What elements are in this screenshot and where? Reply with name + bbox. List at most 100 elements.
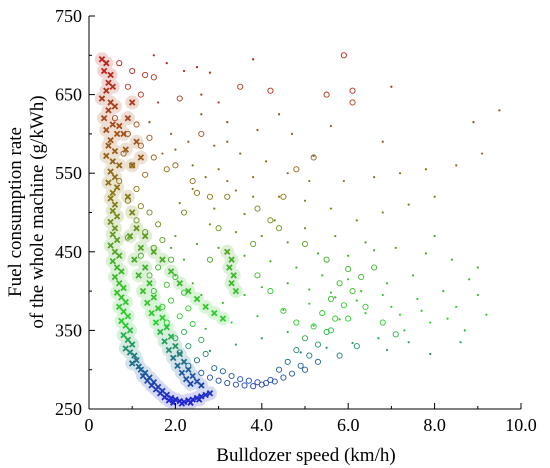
point-dot-14: [342, 179, 345, 183]
point-cross-20-stroke-b: [116, 162, 123, 169]
point-cross-133-stroke-b: [167, 268, 175, 275]
point-cross-104-stroke-b: [152, 319, 160, 326]
point-cross-109: [172, 342, 179, 350]
point-cross-32: [109, 231, 116, 238]
point-dot-128: [373, 249, 376, 252]
point-circle-20: [146, 209, 153, 216]
point-circle-37: [185, 305, 192, 312]
point-circle-22: [155, 221, 162, 228]
point-circle-21: [133, 217, 140, 224]
point-cross-43-stroke-b: [113, 289, 121, 296]
point-circle-76: [310, 323, 317, 330]
point-cross-86-stroke-b: [202, 391, 209, 399]
point-cross-113-stroke-b: [180, 358, 188, 366]
point-dot-41: [476, 266, 479, 269]
point-cross-122-stroke-b: [120, 130, 127, 138]
point-cross-20: [116, 162, 123, 169]
point-dot-2: [182, 69, 186, 73]
point-cross-5: [103, 87, 110, 94]
point-dot-120: [182, 258, 186, 261]
point-cross-117: [189, 372, 196, 380]
point-cross-143-stroke-b: [228, 280, 235, 287]
point-cross-145-stroke-b: [232, 287, 240, 295]
point-cross-50: [122, 322, 129, 329]
point-dot-61: [204, 327, 207, 330]
point-dot-39: [424, 252, 428, 255]
point-cross-59-stroke-b: [128, 360, 136, 367]
point-circle-25: [159, 236, 166, 244]
point-cross-30: [107, 218, 114, 226]
point-cross-43: [113, 289, 121, 296]
point-dot-117: [446, 317, 449, 320]
point-circle-44: [185, 343, 192, 350]
point-cross-140-stroke-b: [228, 256, 235, 263]
point-circle-27: [137, 252, 144, 259]
point-circle-34: [180, 289, 188, 296]
point-dot-100: [157, 101, 160, 104]
point-cross-40: [111, 273, 119, 281]
point-cross-42-stroke-b: [120, 284, 127, 292]
point-cross-123: [124, 114, 132, 122]
point-cross-124: [128, 99, 136, 106]
point-circle-35: [168, 297, 175, 304]
point-circle-41: [180, 328, 188, 336]
point-cross-35-stroke-b: [111, 248, 119, 256]
point-circle-58: [232, 381, 239, 388]
point-cross-143: [228, 280, 235, 287]
point-dot-19: [200, 113, 203, 116]
point-circle-102: [180, 209, 188, 216]
point-circle-3: [150, 74, 157, 81]
point-cross-9: [105, 107, 112, 114]
point-circle-114: [353, 343, 360, 350]
point-cross-10: [111, 103, 119, 110]
point-cross-1-stroke-b: [103, 59, 110, 67]
point-dot-28: [191, 187, 194, 191]
point-cross-13: [103, 126, 110, 134]
point-cross-7-stroke-b: [98, 95, 106, 102]
point-cross-61-stroke-b: [137, 366, 145, 373]
point-cross-120: [187, 380, 194, 388]
point-dot-1: [165, 62, 168, 65]
point-dot-86: [217, 101, 220, 104]
point-circle-8: [133, 121, 140, 128]
point-cross-47-stroke-b: [120, 308, 127, 315]
point-cross-24-stroke-b: [113, 184, 121, 191]
point-cross-6-stroke-b: [109, 83, 116, 90]
point-cross-111: [176, 350, 183, 358]
point-dot-75: [174, 234, 177, 238]
point-cross-108: [161, 338, 168, 345]
point-circle-56: [224, 380, 231, 387]
point-circle-43: [198, 336, 205, 343]
point-circle-73: [314, 341, 322, 348]
point-dot-20: [187, 140, 190, 143]
point-circle-104: [189, 178, 196, 185]
point-cross-142: [230, 272, 237, 279]
point-dot-115: [398, 313, 402, 316]
point-cross-110-stroke-b: [165, 346, 173, 354]
point-cross-45-stroke-b: [122, 298, 129, 306]
point-cross-48-stroke-b: [124, 313, 132, 320]
point-dot-47: [338, 318, 341, 321]
point-cross-137: [202, 303, 209, 311]
point-circle-18: [124, 197, 131, 204]
point-circle-101: [206, 256, 214, 263]
point-dot-60: [230, 321, 233, 324]
point-cross-60-stroke-b: [135, 363, 142, 370]
point-circle-24: [124, 234, 131, 241]
point-cross-136: [193, 295, 201, 303]
point-cross-142-stroke-b: [230, 272, 237, 279]
point-cross-84-stroke-b: [187, 399, 194, 406]
point-circle-84: [345, 266, 352, 273]
point-cross-113: [180, 358, 188, 366]
point-circle-29: [155, 264, 162, 271]
point-cross-81-stroke-b: [178, 400, 186, 407]
point-dot-30: [252, 195, 255, 198]
point-cross-47: [120, 308, 127, 315]
point-circle-69: [297, 362, 304, 369]
point-cross-56-stroke-b: [126, 349, 134, 356]
point-cross-75-stroke-b: [165, 397, 173, 404]
point-dot-48: [312, 324, 315, 327]
point-dot-91: [433, 195, 436, 198]
point-dot-80: [295, 266, 298, 269]
point-cross-118-stroke-b: [182, 375, 190, 383]
